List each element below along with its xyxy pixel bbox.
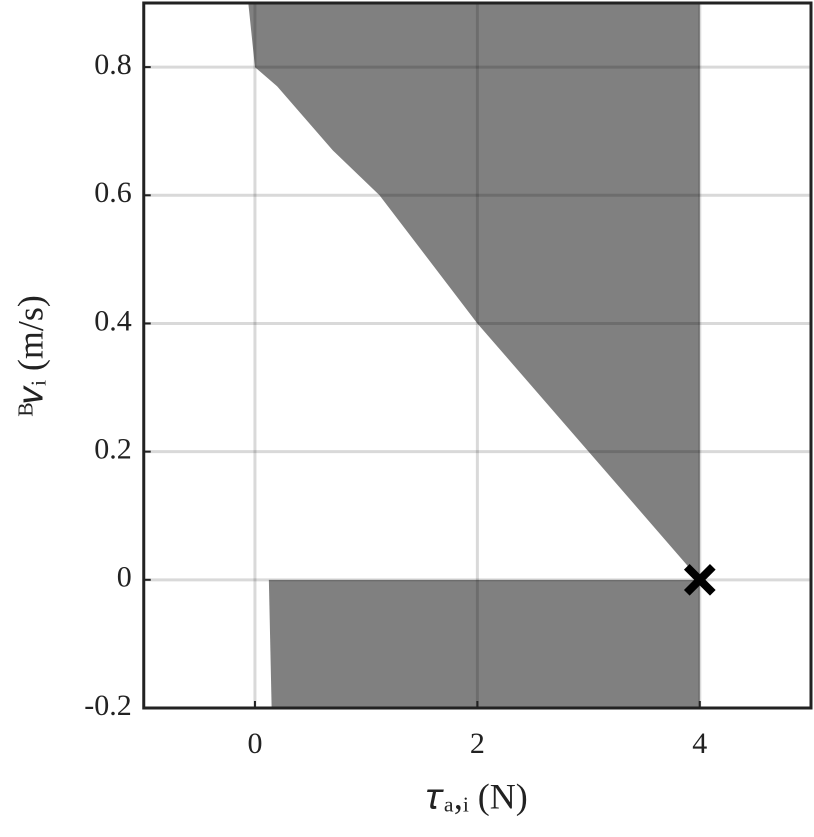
x-tick-label: 4 xyxy=(692,727,707,760)
marker xyxy=(683,563,716,596)
y-tick-label: -0.2 xyxy=(84,689,132,722)
y-tick-label: 0 xyxy=(117,561,132,594)
region xyxy=(268,579,700,708)
y-tick-label: 0.8 xyxy=(94,48,132,81)
region xyxy=(248,3,700,580)
plot-frame xyxy=(142,1,813,710)
y-tick-label: 0.4 xyxy=(94,304,132,337)
x-tick-label: 0 xyxy=(247,727,262,760)
y-tick-label: 0.2 xyxy=(94,433,132,466)
x-axis-label: 𝜏ₐ,ᵢ (N) xyxy=(426,776,527,816)
y-axis-label: ᴮ𝑣ᵢ (m/s) xyxy=(10,295,50,417)
y-tick-label: 0.6 xyxy=(94,176,132,209)
x-tick-label: 2 xyxy=(470,727,485,760)
